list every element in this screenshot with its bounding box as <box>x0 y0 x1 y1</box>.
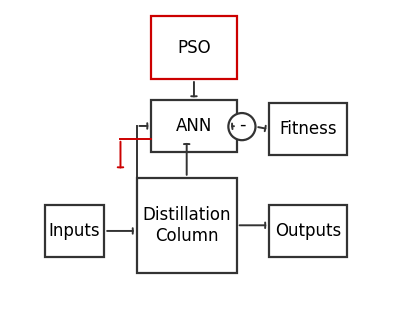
Bar <box>269 103 346 155</box>
Text: PSO: PSO <box>177 39 211 57</box>
Circle shape <box>228 113 255 140</box>
Bar <box>137 178 237 273</box>
Text: Fitness: Fitness <box>279 120 337 138</box>
Bar <box>151 16 237 79</box>
Text: Distillation
Column: Distillation Column <box>143 206 231 245</box>
Text: Outputs: Outputs <box>275 222 341 240</box>
Bar <box>151 100 237 152</box>
Bar <box>269 205 346 257</box>
Bar <box>45 205 104 257</box>
Text: ANN: ANN <box>176 117 212 135</box>
Text: Inputs: Inputs <box>49 222 100 240</box>
Text: -: - <box>239 116 245 134</box>
